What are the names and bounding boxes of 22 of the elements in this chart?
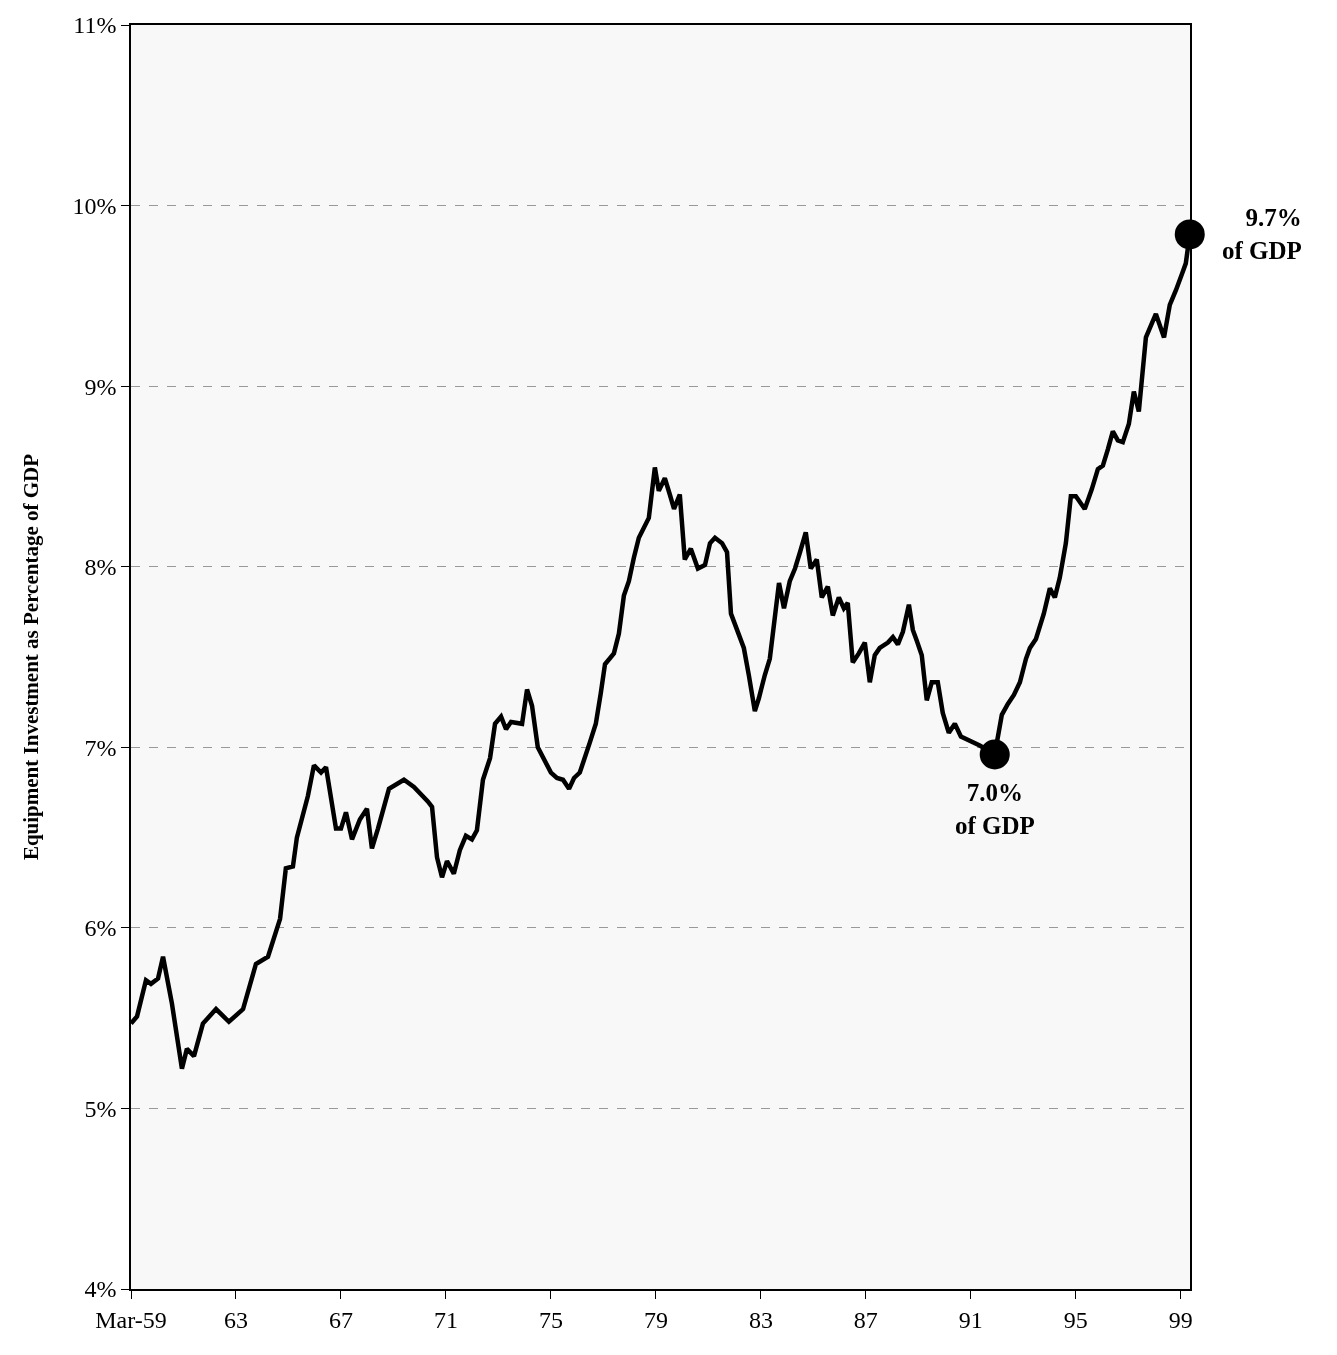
x-tick-label: 67: [328, 1306, 353, 1333]
x-tick-label: 79: [643, 1306, 668, 1333]
x-tick-label: 83: [748, 1306, 773, 1333]
y-tick-label: 4%: [84, 1276, 117, 1303]
x-tick-label: 75: [538, 1306, 563, 1333]
x-tick-label: 63: [223, 1306, 248, 1333]
y-tick-label: 10%: [72, 192, 117, 219]
y-axis-title: Equipment Investment as Percentage of GDP: [19, 453, 44, 861]
x-tick-label: 91: [958, 1306, 983, 1333]
annotation: 9.7% of GDP: [1222, 204, 1302, 264]
x-tick-label: 87: [853, 1306, 878, 1333]
y-tick-label: 5%: [84, 1095, 117, 1122]
annotation: 7.0% of GDP: [955, 779, 1035, 839]
x-tick-label: 95: [1063, 1306, 1088, 1333]
x-tick-label: Mar-59: [95, 1306, 167, 1333]
x-tick-label: 71: [433, 1306, 458, 1333]
y-tick-label: 11%: [73, 12, 117, 39]
y-tick-label: 6%: [84, 915, 117, 942]
y-tick-label: 9%: [84, 373, 117, 400]
x-tick-label: 99: [1168, 1306, 1193, 1333]
y-tick-label: 7%: [84, 734, 117, 761]
y-tick-label: 8%: [84, 554, 117, 581]
